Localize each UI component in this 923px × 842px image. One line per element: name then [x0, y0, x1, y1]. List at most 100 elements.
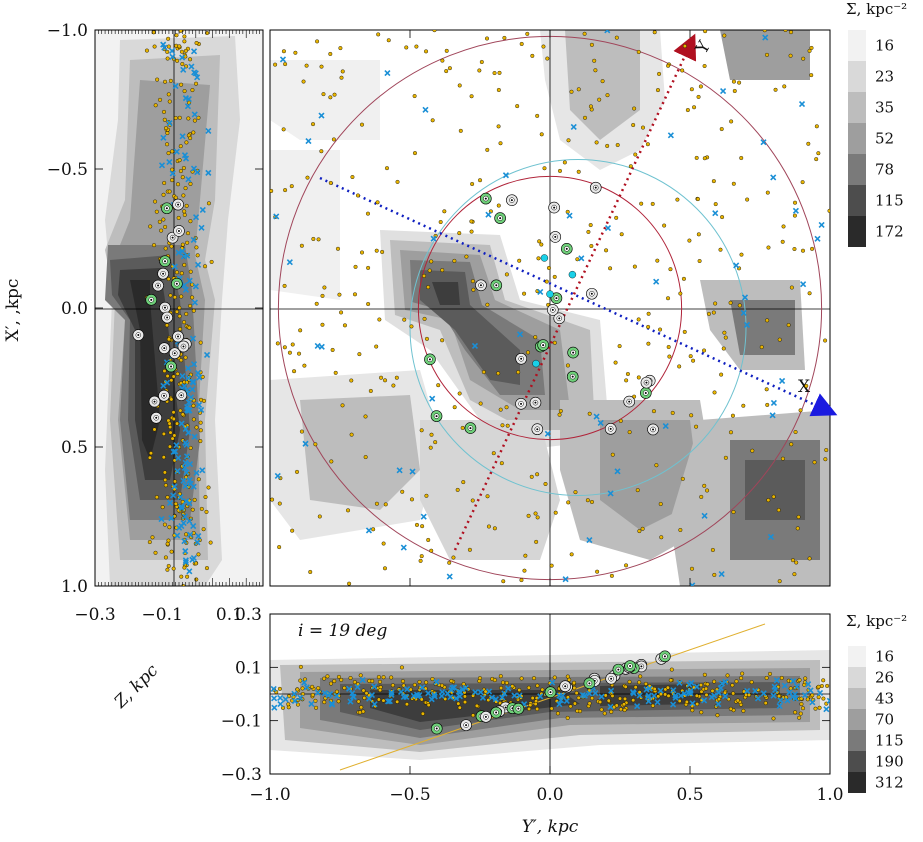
left-star-point [188, 219, 193, 224]
main-star-point [680, 68, 685, 73]
main-star-point [539, 132, 544, 137]
main-star-point [792, 247, 797, 252]
left-cross-point [195, 532, 202, 540]
main-star-point [458, 128, 463, 133]
bottom-star-point [690, 708, 695, 713]
colorbar-level: 23 [875, 68, 894, 86]
main-star-point [782, 84, 787, 89]
bottom-cross-point [404, 686, 411, 693]
bottom-star-point [492, 678, 497, 683]
bottom-star-point [705, 682, 710, 687]
main-cross-point [318, 112, 325, 119]
left-cross-point [191, 111, 198, 118]
left-ring-point [148, 395, 161, 408]
left-star-point [190, 295, 195, 300]
main-star-point [636, 317, 641, 322]
left-cross-point [186, 500, 193, 507]
bottom-star-point [412, 682, 417, 687]
main-star-point [289, 184, 294, 189]
main-ring-point [549, 231, 562, 243]
main-star-point [428, 445, 433, 450]
main-star-point [409, 497, 414, 502]
left-star-point [176, 215, 181, 220]
bottom-star-point [535, 683, 540, 688]
bottom-cross-point [413, 691, 421, 698]
bottom-cross-point [754, 695, 762, 702]
bottom-star-point [637, 690, 642, 695]
left-star-point [178, 408, 183, 413]
main-cross-point [430, 235, 437, 242]
main-star-point [675, 197, 680, 202]
bottom-star-point [656, 694, 661, 699]
bottom-star-point [677, 698, 682, 703]
colorbar-level: 52 [875, 130, 894, 148]
bottom-star-point [463, 700, 468, 705]
left-cross-point [168, 47, 176, 54]
main-star-point [457, 391, 462, 396]
main-star-point [371, 527, 376, 532]
main-star-point [429, 432, 434, 437]
main-cross-point [502, 172, 510, 179]
bottom-cross-point [598, 693, 605, 700]
main-cross-point [485, 211, 492, 218]
main-star-point [283, 62, 288, 67]
left-cross-point [194, 169, 201, 176]
main-star-point [680, 476, 685, 481]
bottom-star-point [715, 713, 720, 718]
main-star-point [792, 213, 797, 218]
bottom-cross-point [559, 692, 566, 699]
main-star-point [533, 335, 538, 340]
bottom-cross-point [790, 678, 797, 685]
left-star-point [181, 193, 186, 198]
bottom-xlabel: Y′, kpc [522, 817, 579, 837]
bottom-cross-point [717, 684, 724, 692]
left-cross-point [199, 467, 206, 474]
main-cross-point [471, 342, 479, 349]
main-star-point [355, 193, 360, 198]
main-star-point [780, 239, 785, 244]
colorbar-level: 115 [875, 732, 904, 750]
bottom-star-point [336, 699, 341, 704]
main-star-point [565, 363, 570, 368]
bottom-star-point [381, 675, 386, 680]
main-ring-point [475, 279, 487, 292]
left-star-point [166, 151, 171, 156]
left-star-point [182, 39, 187, 44]
left-star-point [182, 262, 187, 267]
left-star-point [155, 77, 160, 82]
left-star-point [177, 158, 182, 163]
main-star-point [497, 70, 502, 75]
main-star-point [496, 87, 501, 92]
main-star-point [781, 224, 786, 229]
left-star-point [174, 33, 179, 38]
main-ring-point [537, 339, 549, 351]
bottom-star-point [735, 698, 740, 703]
main-star-point [541, 44, 546, 49]
main-star-point [592, 58, 597, 63]
bottom-star-point [549, 706, 554, 711]
main-star-point [569, 89, 574, 94]
left-star-point [162, 522, 167, 527]
bottom-cross-point [501, 690, 508, 697]
main-star-point [605, 93, 610, 98]
bottom-y-ticks: 0.3 0.1 −0.1 −0.3 [221, 605, 830, 785]
main-star-point [682, 329, 687, 334]
main-star-point [350, 175, 355, 180]
bottom-cross-point [608, 687, 615, 694]
left-star-point [191, 308, 196, 313]
bottom-cross-point [654, 699, 661, 706]
main-star-point [438, 220, 443, 225]
main-star-point [585, 498, 590, 503]
main-star-point [329, 459, 334, 464]
main-star-point [627, 430, 632, 435]
left-panel: −0.3 −0.1 0.1 −1.0 −0.5 0.0 0.5 1.0 X′, ,kpc [3, 21, 830, 625]
left-cross-point [193, 214, 200, 221]
left-x-tick-label: 0.1 [216, 605, 243, 625]
main-ring-point [589, 181, 602, 194]
left-cross-point [179, 133, 186, 140]
bottom-star-point [430, 677, 435, 682]
left-ring-point [158, 389, 170, 402]
main-star-point [525, 31, 530, 36]
main-star-point [562, 160, 567, 165]
main-star-point [469, 94, 474, 99]
